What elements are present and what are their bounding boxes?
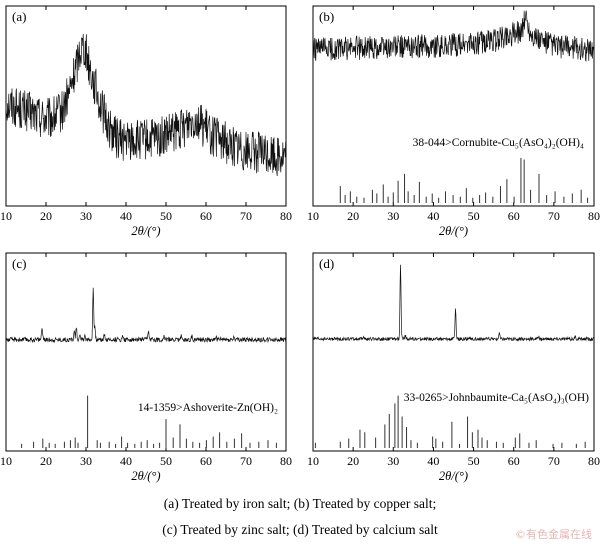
diffraction-pattern-trace xyxy=(5,33,287,176)
x-axis-label: 2θ/(°) xyxy=(131,224,160,238)
diffraction-pattern-trace xyxy=(5,287,287,344)
panel-label: (c) xyxy=(12,256,26,271)
x-tick-label: 30 xyxy=(80,454,92,468)
panel-label: (d) xyxy=(319,256,334,271)
x-axis-label: 2θ/(°) xyxy=(131,469,160,483)
reference-card-label: 33-0265>Johnbaumite-Ca₅(AsO₄)₃(OH) xyxy=(404,392,589,404)
x-tick-label: 70 xyxy=(240,209,252,223)
xrd-panel-a: (a) 10 20 30 40 50 60 70 80 2θ/(°) xyxy=(0,5,292,238)
x-tick-label: 10 xyxy=(0,209,12,223)
x-tick-label: 70 xyxy=(548,454,560,468)
x-tick-label: 20 xyxy=(347,454,359,468)
figure-caption-line-1: (a) Treated by iron salt; (b) Treated by… xyxy=(163,496,437,511)
xrd-panel-b: (b) 10 20 30 40 50 60 70 80 2θ/(°) 38-044>Cornubit… xyxy=(307,5,600,238)
x-tick-label: 70 xyxy=(240,454,252,468)
x-tick-label: 40 xyxy=(120,454,132,468)
plot-frame xyxy=(312,252,595,452)
diffraction-pattern-trace xyxy=(312,10,595,62)
reference-card-label: 14-1359>Ashoverite-Zn(OH)₂ xyxy=(138,402,278,414)
watermark: ©有色金属在线 xyxy=(515,528,592,541)
x-tick-label: 80 xyxy=(280,454,292,468)
x-tick-label: 30 xyxy=(80,209,92,223)
x-tick-label: 30 xyxy=(387,454,399,468)
x-tick-label: 30 xyxy=(387,209,399,223)
x-tick-label: 20 xyxy=(40,454,52,468)
figure-caption-line-2: (c) Treated by zinc salt; (d) Treated by… xyxy=(162,522,438,537)
x-tick-label: 50 xyxy=(160,454,172,468)
x-tick-label: 20 xyxy=(347,209,359,223)
x-tick-label: 10 xyxy=(307,209,319,223)
x-tick-label: 50 xyxy=(160,209,172,223)
x-tick-label: 80 xyxy=(588,209,600,223)
panel-label: (b) xyxy=(319,9,334,24)
x-tick-label: 40 xyxy=(427,454,439,468)
x-tick-label: 10 xyxy=(307,454,319,468)
x-tick-label: 60 xyxy=(200,209,212,223)
x-tick-label: 50 xyxy=(468,209,480,223)
x-axis-label: 2θ/(°) xyxy=(439,469,468,483)
x-tick-label: 40 xyxy=(427,209,439,223)
x-axis-label: 2θ/(°) xyxy=(439,224,468,238)
plot-frame xyxy=(5,252,287,452)
plot-frame xyxy=(312,5,595,207)
x-tick-label: 80 xyxy=(588,454,600,468)
panel-label: (a) xyxy=(12,9,26,24)
x-tick-label: 60 xyxy=(200,454,212,468)
x-tick-label: 70 xyxy=(548,209,560,223)
x-tick-label: 20 xyxy=(40,209,52,223)
diffraction-pattern-trace xyxy=(313,264,595,342)
x-tick-label: 60 xyxy=(508,209,520,223)
x-tick-label: 80 xyxy=(280,209,292,223)
xrd-figure: (a) 10 20 30 40 50 60 70 80 2θ/(°) (b) 10 20 30 40 50 60… xyxy=(0,5,600,483)
x-tick-label: 10 xyxy=(0,454,12,468)
x-tick-label: 40 xyxy=(120,209,132,223)
x-tick-label: 60 xyxy=(508,454,520,468)
reference-card-label: 38-044>Cornubite-Cu₅(AsO₄)₂(OH)₄ xyxy=(413,137,584,149)
xrd-panel-c: (c) 10 20 30 40 50 60 70 80 2θ/(°) 14-1359>Ashover… xyxy=(0,252,292,483)
x-tick-label: 50 xyxy=(468,454,480,468)
xrd-panel-d: (d) 10 20 30 40 50 60 70 80 2θ/(°) 33-0265>Johnbau… xyxy=(307,252,600,483)
